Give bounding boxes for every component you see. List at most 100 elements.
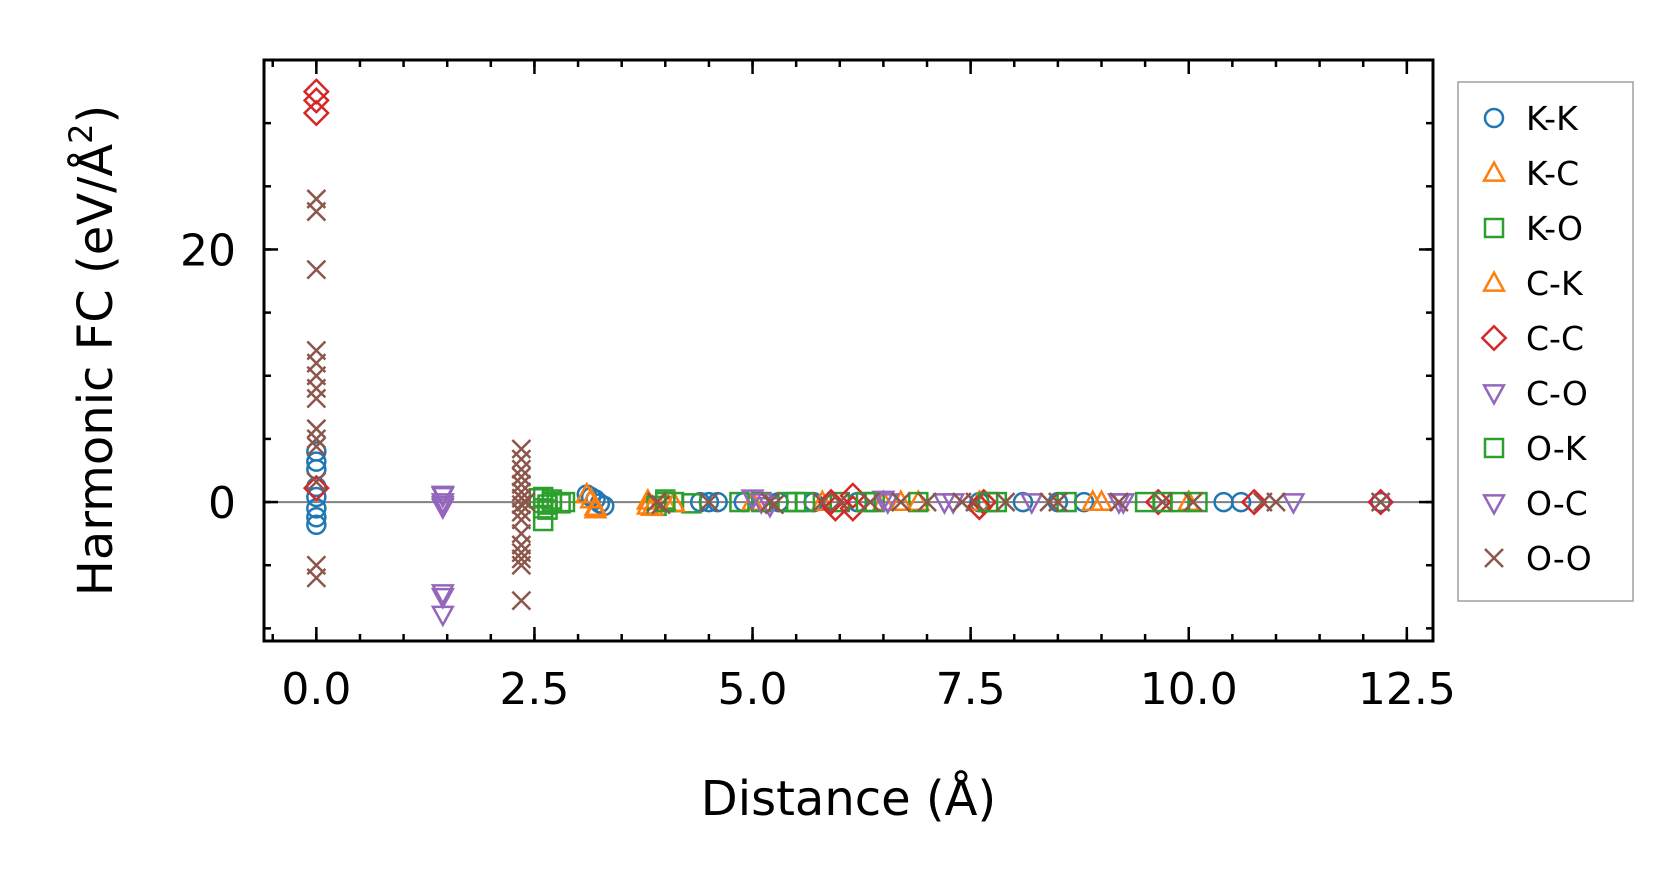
legend-entry: O-C (1481, 484, 1588, 523)
data-point (764, 494, 785, 515)
data-point (839, 494, 867, 522)
data-point (1370, 491, 1391, 513)
axis-tick-labels: 0.0 2.5 5.0 7.5 10.0 12.5 0 20 (180, 225, 1456, 715)
data-point (306, 506, 327, 528)
x-tick-label: 0.0 (281, 664, 351, 715)
data-point (1012, 491, 1034, 513)
data-point (430, 584, 455, 606)
y-axis-label: Harmonic FC (eV/Å2) (62, 105, 124, 597)
legend-label: O-O (1526, 539, 1592, 578)
data-point (306, 471, 327, 492)
data-point (1019, 493, 1044, 516)
data-point (1152, 492, 1173, 512)
data-point (699, 492, 719, 512)
legend-label: C-O (1526, 374, 1588, 413)
data-point (1281, 493, 1306, 516)
legend-label: K-C (1526, 154, 1579, 193)
data-point (541, 491, 563, 513)
data-point (917, 492, 937, 512)
y-axis-label-main: Harmonic FC (eV/Å (67, 144, 124, 597)
legend-marker (1483, 437, 1505, 459)
data-point (812, 492, 833, 512)
data-point (511, 535, 532, 555)
data-point (511, 509, 532, 530)
data-point (1039, 492, 1060, 512)
data-point (511, 474, 532, 495)
legend-label: K-K (1526, 99, 1579, 138)
data-point (860, 492, 881, 512)
data-point (511, 590, 532, 611)
legend-marker (1481, 384, 1507, 406)
data-point (511, 439, 532, 459)
data-point (871, 490, 896, 513)
data-point (306, 418, 327, 439)
data-point (430, 605, 455, 628)
x-tick-label: 7.5 (936, 664, 1006, 715)
legend-entry: K-O (1483, 209, 1583, 248)
legend-marker (1483, 107, 1505, 129)
legend: K-K K-C K-O C-K C-C C-O O-K O-C O-O (1457, 81, 1634, 602)
y-axis-label-end: ) (68, 105, 124, 124)
data-point (511, 494, 532, 515)
data-point (511, 449, 532, 470)
legend-label: K-O (1526, 209, 1583, 248)
legend-entry: K-K (1483, 99, 1579, 138)
y-axis-label-superscript: 2 (62, 123, 100, 143)
legend-label: C-C (1526, 319, 1584, 358)
legend-items: K-K K-C K-O C-K C-C C-O O-K O-C O-O (1480, 99, 1592, 578)
data-point (1230, 491, 1252, 513)
data-point (651, 494, 671, 515)
legend-label: O-C (1526, 484, 1588, 523)
legend-label: O-K (1526, 429, 1588, 468)
data-point (1367, 488, 1395, 516)
data-point (306, 259, 327, 280)
data-point (306, 567, 327, 588)
legend-entry: C-K (1481, 264, 1584, 303)
data-point (1047, 492, 1068, 512)
data-point (1370, 492, 1391, 512)
x-tick-label: 12.5 (1358, 664, 1456, 715)
series-O-O (306, 189, 1391, 611)
data-point (760, 492, 780, 512)
data-point (306, 429, 327, 449)
data-point (1080, 489, 1105, 511)
data-point (306, 201, 327, 222)
data-markers (302, 78, 1395, 628)
data-point (306, 388, 327, 409)
data-point (306, 378, 327, 399)
y-tick-label: 20 (180, 225, 236, 276)
data-point (829, 492, 850, 512)
data-point (890, 492, 911, 512)
legend-marker (1481, 270, 1507, 292)
data-point (977, 491, 999, 513)
data-point (740, 489, 765, 512)
data-point (430, 587, 455, 610)
data-point (302, 78, 330, 106)
data-point (970, 488, 998, 516)
data-point (302, 474, 330, 502)
data-point (574, 481, 599, 504)
data-point (537, 499, 558, 520)
data-point (511, 466, 532, 487)
plot-frame (262, 58, 1435, 643)
legend-marker (1483, 217, 1505, 239)
data-point (1152, 491, 1173, 513)
legend-marker (1480, 324, 1508, 352)
data-point (875, 493, 900, 516)
legend-label: C-K (1526, 264, 1584, 303)
data-point (583, 496, 608, 519)
data-point (1109, 492, 1129, 512)
data-point (302, 86, 330, 114)
data-point (511, 459, 532, 480)
legend-marker (1481, 160, 1507, 182)
data-point (995, 492, 1016, 512)
data-point (965, 492, 985, 512)
data-point (306, 436, 327, 457)
legend-marker (1484, 548, 1504, 568)
legend-entry: C-C (1480, 319, 1584, 358)
legend-entry: O-K (1483, 429, 1588, 468)
x-tick-label: 2.5 (499, 664, 569, 715)
data-point (855, 491, 877, 513)
data-point (306, 514, 327, 536)
